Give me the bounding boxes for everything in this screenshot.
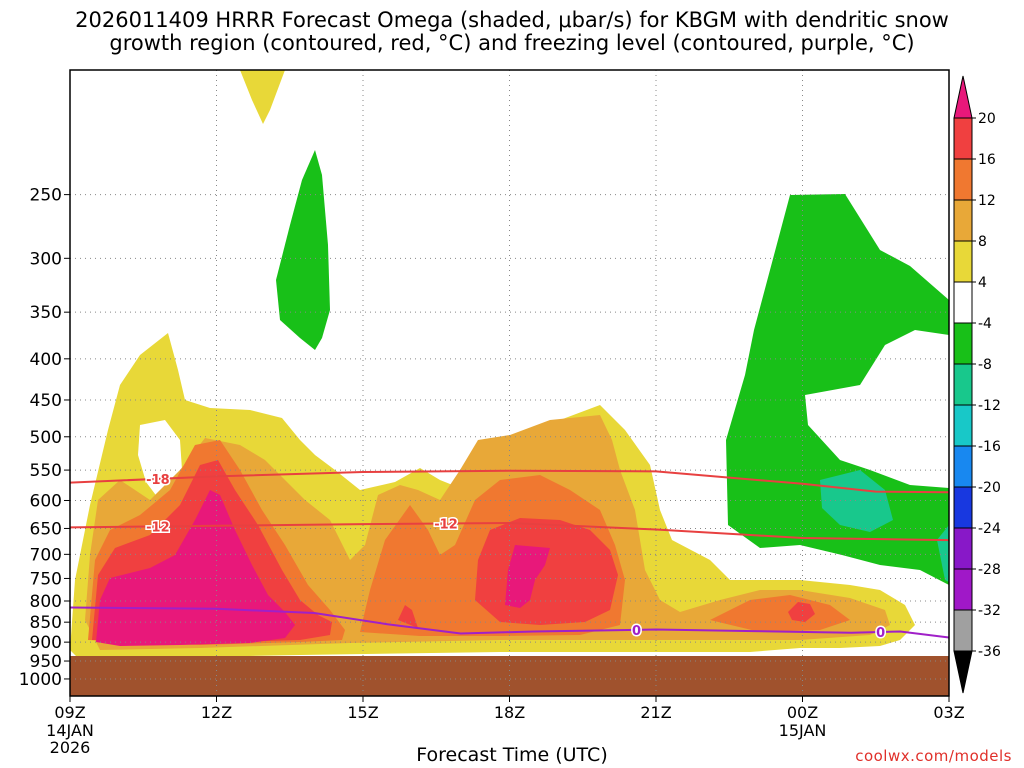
y-tick-label: 550 — [30, 461, 62, 481]
y-tick-label: 600 — [30, 491, 62, 511]
shade-green-upper — [276, 150, 330, 350]
y-tick-label: 450 — [30, 391, 62, 411]
shaded-omega-fields — [70, 70, 949, 696]
x-tick-label: 15Z — [347, 703, 378, 722]
shade-green-right — [726, 194, 949, 585]
colorbar-label: 8 — [978, 234, 987, 250]
colorbar-label: -28 — [978, 562, 1001, 578]
shade-12-16-c — [710, 595, 850, 632]
y-tick-label: 500 — [30, 428, 62, 448]
colorbar-swatch — [953, 527, 973, 570]
colorbar-swatch — [953, 199, 973, 242]
x-tick-label: 21Z — [640, 703, 671, 722]
colorbar-label: -20 — [978, 480, 1001, 496]
shade-16-20-d — [788, 602, 815, 622]
colorbar-label: -8 — [978, 357, 992, 373]
y-tick-label: 850 — [30, 613, 62, 633]
y-tick-label: 750 — [30, 569, 62, 589]
colorbar-swatch — [953, 486, 973, 529]
contour-label: -18 — [146, 473, 170, 488]
credit-text: coolwx.com/models — [855, 747, 1012, 765]
colorbar-swatch — [953, 281, 973, 324]
y-axis-ticks: 2503003504004505005506006507007508008509… — [19, 186, 70, 690]
y-tick-label: 650 — [30, 519, 62, 539]
x-axis-label: Forecast Time (UTC) — [416, 744, 608, 766]
x-tick-label: 12Z — [201, 703, 232, 722]
colorbar-swatch — [953, 363, 973, 406]
chart-title-line2: growth region (contoured, red, °C) and f… — [109, 31, 915, 55]
colorbar-label: -36 — [978, 644, 1001, 660]
colorbar-underflow-triangle — [953, 650, 973, 694]
x-tick-label: 09Z — [54, 703, 85, 722]
shade-20plus-b — [505, 545, 550, 608]
y-tick-label: 400 — [30, 350, 62, 370]
y-tick-label: 350 — [30, 303, 62, 323]
colorbar-swatch — [953, 117, 973, 160]
colorbar-label: 4 — [978, 275, 987, 291]
colorbar-swatch — [953, 404, 973, 447]
contour-label: -12 — [434, 518, 458, 533]
colorbar-label: -16 — [978, 439, 1001, 455]
contour-label: 0 — [632, 624, 641, 639]
colorbar-label: 16 — [978, 152, 996, 168]
colorbar-label: 12 — [978, 193, 996, 209]
y-tick-label: 900 — [30, 633, 62, 653]
y-tick-label: 950 — [30, 652, 62, 672]
colorbar-swatch — [953, 322, 973, 365]
colorbar-swatch — [953, 158, 973, 201]
shade-16-20-b — [398, 605, 418, 628]
contour-label: 0 — [876, 626, 885, 641]
x-tick-label: 03Z — [933, 703, 964, 722]
x-tick-year: 2026 — [50, 738, 91, 757]
colorbar-swatch — [953, 240, 973, 283]
y-tick-label: 1000 — [19, 670, 62, 690]
contour-line — [69, 469, 950, 494]
x-tick-label: 00Z — [787, 703, 818, 722]
contour-line — [69, 521, 950, 542]
shade-teal-right — [820, 470, 893, 532]
y-tick-label: 300 — [30, 249, 62, 269]
colorbar: 20 16 12 8 4 -4 -8 -12 -16 -20 -24 -28 -32 -36 — [953, 75, 1001, 694]
y-tick-label: 800 — [30, 592, 62, 612]
colorbar-label: -12 — [978, 398, 1001, 414]
contour-line — [69, 606, 950, 639]
shade-20plus — [96, 490, 295, 646]
colorbar-swatch — [953, 609, 973, 652]
colorbar-label: -4 — [978, 316, 992, 332]
colorbar-label: -24 — [978, 521, 1001, 537]
shade-yellow-upper — [240, 70, 285, 124]
colorbar-label: -32 — [978, 603, 1001, 619]
contour-label: -12 — [146, 520, 170, 535]
colorbar-overflow-triangle — [953, 75, 973, 119]
x-tick-date: 15JAN — [779, 721, 827, 740]
colorbar-swatch — [953, 445, 973, 488]
contour-lines: -18 -12 -12 0 0 — [69, 469, 950, 642]
colorbar-label: 20 — [978, 111, 996, 127]
y-tick-label: 700 — [30, 545, 62, 565]
x-tick-label: 18Z — [494, 703, 525, 722]
x-tick-date: 14JAN — [46, 721, 94, 740]
chart-title-line1: 2026011409 HRRR Forecast Omega (shaded, … — [75, 8, 949, 32]
y-tick-label: 250 — [30, 186, 62, 206]
colorbar-swatch — [953, 568, 973, 611]
